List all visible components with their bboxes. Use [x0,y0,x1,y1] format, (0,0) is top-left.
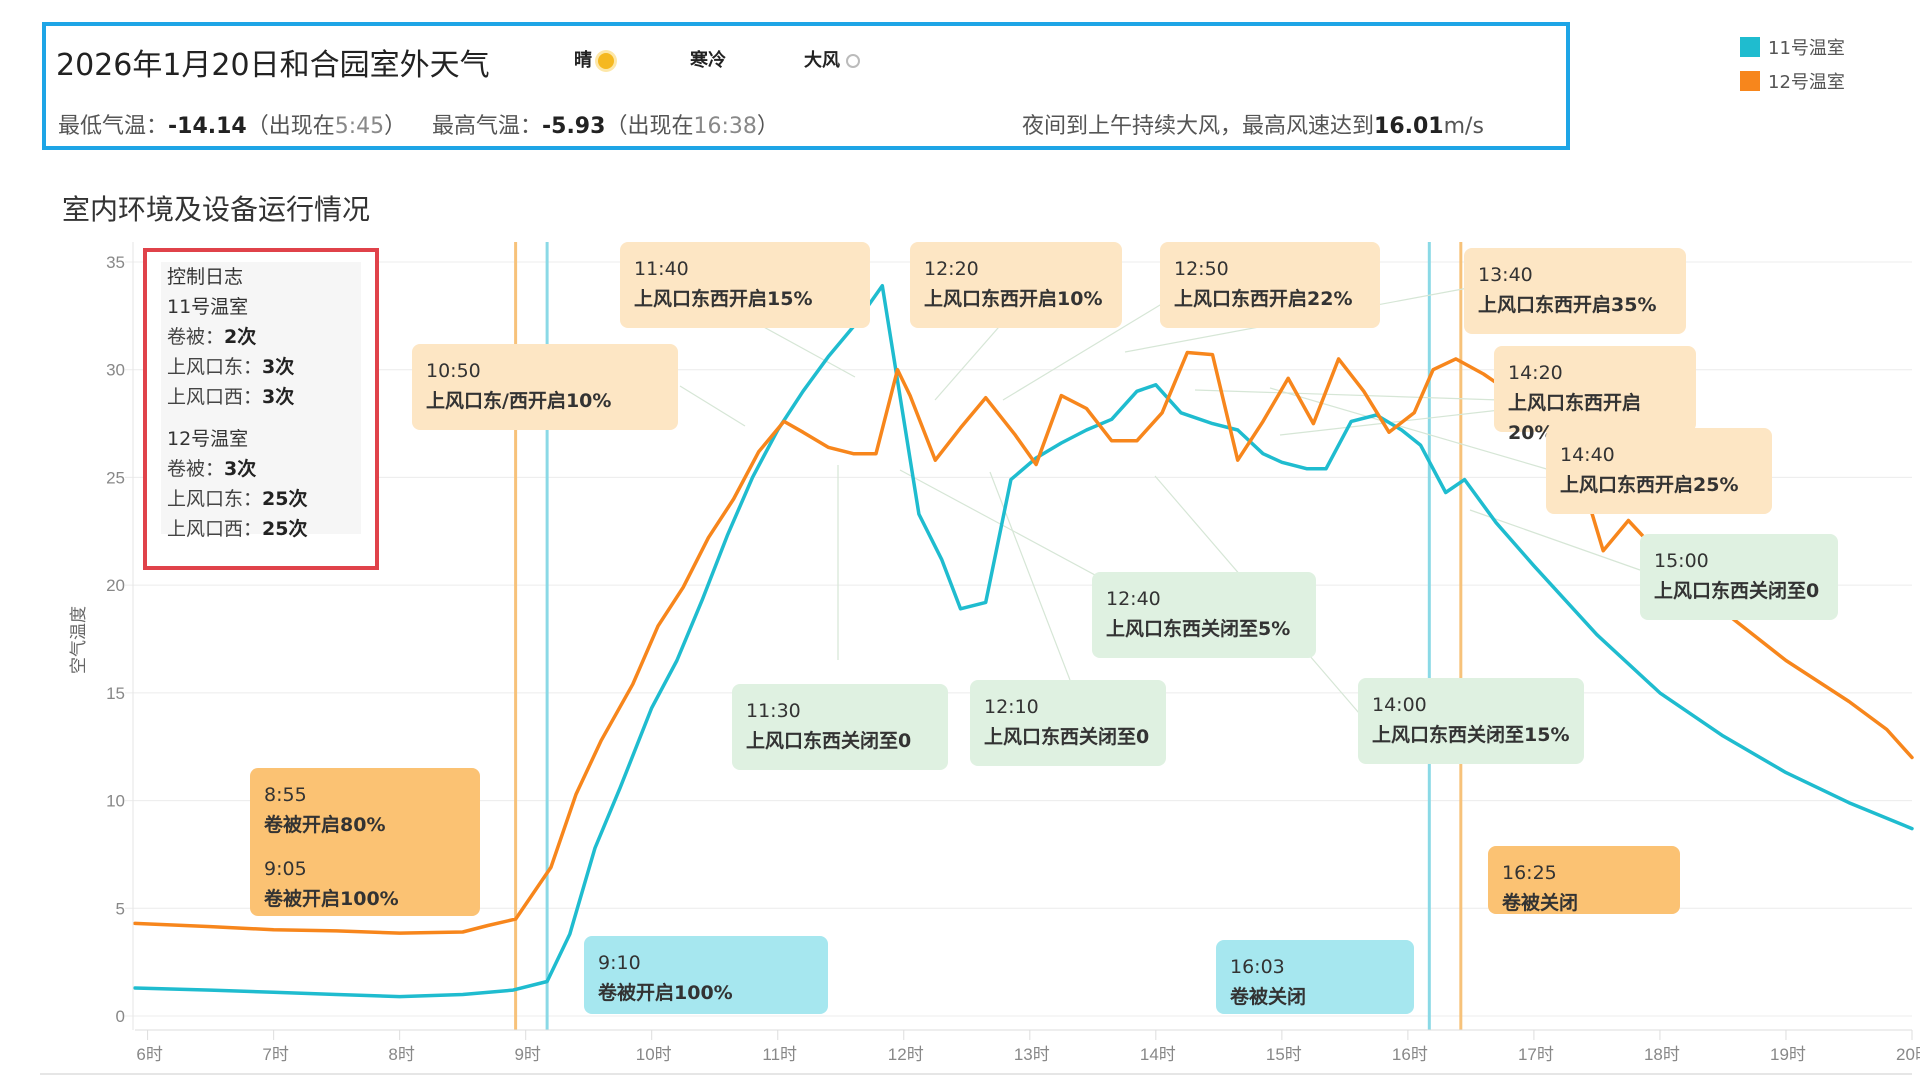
wind-icon [846,54,860,68]
y-tick-label: 15 [106,684,125,703]
annotation-1420: 14:20 上风口东西开启20% [1494,346,1696,444]
log-row: 上风口东：3次 [167,356,295,378]
series-line-gh11 [133,283,1914,999]
legend-swatch-gh12 [1740,71,1760,91]
wind-summary: 夜间到上午持续大风，最高风速达到16.01m/s [1022,114,1484,139]
x-tick-label: 18时 [1644,1045,1680,1064]
control-log-panel: 控制日志 11号温室 卷被：2次 上风口东：3次 上风口西：3次 12号温室 卷… [143,248,379,570]
annotation-1603: 16:03 卷被关闭 [1216,940,1414,1014]
x-tick-label: 11时 [762,1045,797,1064]
x-tick-label: 7时 [262,1045,288,1064]
y-axis-label: 空气温度 [69,606,89,674]
annotation-1050: 10:50 上风口东/西开启10% [412,344,678,430]
annotation-1400: 14:00 上风口东西关闭至15% [1358,678,1584,764]
event-lines [514,242,1463,1030]
annotation-1250: 12:50 上风口东西开启22% [1160,242,1380,328]
y-tick-label: 0 [116,1007,125,1026]
y-tick-label: 10 [106,792,125,811]
x-tick-label: 12时 [888,1045,924,1064]
x-tick-label: 6时 [136,1045,162,1064]
log-group-gh12: 12号温室 卷被：3次 上风口东：25次 上风口西：25次 [167,424,355,544]
x-tick-label: 17时 [1518,1045,1554,1064]
annotation-1140: 11:40 上风口东西开启15% [620,242,870,328]
chart-legend: 11号温室 12号温室 [1740,34,1845,102]
x-tick-label: 13时 [1014,1045,1050,1064]
log-row: 上风口西：3次 [167,386,295,408]
annotation-1625: 16:25 卷被关闭 [1488,846,1680,914]
legend-item-gh11[interactable]: 11号温室 [1740,34,1845,60]
log-row: 上风口东：25次 [167,488,308,510]
x-tick-label: 8时 [388,1045,414,1064]
annotation-1130: 11:30 上风口东西关闭至0 [732,684,948,770]
connector-line [1194,389,1501,401]
annotation-0855: 8:55 卷被开启80% 9:05 卷被开启100% [250,768,480,916]
log-row: 上风口西：25次 [167,518,308,540]
annotation-1340: 13:40 上风口东西开启35% [1464,248,1686,334]
sun-icon [598,53,614,69]
x-tick-label: 14时 [1140,1045,1176,1064]
y-tick-label: 5 [116,899,125,918]
condition-cold: 寒冷 [690,50,726,71]
annotation-1220: 12:20 上风口东西开启10% [910,242,1122,328]
legend-swatch-gh11 [1740,37,1760,57]
annotation-1500: 15:00 上风口东西关闭至0 [1640,534,1838,620]
connector-line [679,385,746,427]
max-temperature: 最高气温：-5.93（出现在16:38） [432,114,779,139]
x-tick-label: 16时 [1392,1045,1428,1064]
log-group-gh11: 11号温室 卷被：2次 上风口东：3次 上风口西：3次 [167,292,355,412]
x-tick-label: 15时 [1266,1045,1302,1064]
weather-title: 2026年1月20日和合园室外天气 [56,48,490,83]
y-tick-label: 30 [106,361,125,380]
log-row: 卷被：3次 [167,458,257,480]
condition-windy: 大风 [804,46,860,72]
connector-line [1002,301,1166,401]
legend-item-gh12[interactable]: 12号温室 [1740,68,1845,94]
annotation-1440: 14:40 上风口东西开启25% [1546,428,1772,514]
annotation-1240: 12:40 上风口东西关闭至5% [1092,572,1316,658]
connector-line [1469,509,1641,571]
connector-line [934,319,1006,401]
annotation-1210: 12:10 上风口东西关闭至0 [970,680,1166,766]
y-tick-label: 35 [106,253,125,272]
min-temperature: 最低气温：-14.14（出现在5:45） [58,114,407,139]
connector-line [759,324,856,378]
y-tick-label: 25 [106,468,125,487]
x-tick-label: 9时 [514,1045,540,1064]
connector-line [1269,387,1551,471]
weather-panel: 2026年1月20日和合园室外天气 晴 寒冷 大风 最低气温：-14.14（出现… [42,22,1570,150]
axes: 0 5 10 15 20 25 30 35 6时 7时 8时 9时 10时 11时 12时 13时 14时 15时… [40,242,1920,1075]
condition-sunny: 晴 [574,46,614,72]
x-tick-label: 19时 [1770,1045,1806,1064]
x-tick-label: 10时 [636,1045,672,1064]
connector-line [989,471,1071,681]
control-log-title: 控制日志 [167,266,244,288]
log-row: 卷被：2次 [167,326,257,348]
annotation-0910: 9:10 卷被开启100% [584,936,828,1014]
y-tick-label: 20 [106,576,125,595]
x-tick-label: 20时 [1896,1045,1920,1064]
section-title: 室内环境及设备运行情况 [62,193,371,226]
